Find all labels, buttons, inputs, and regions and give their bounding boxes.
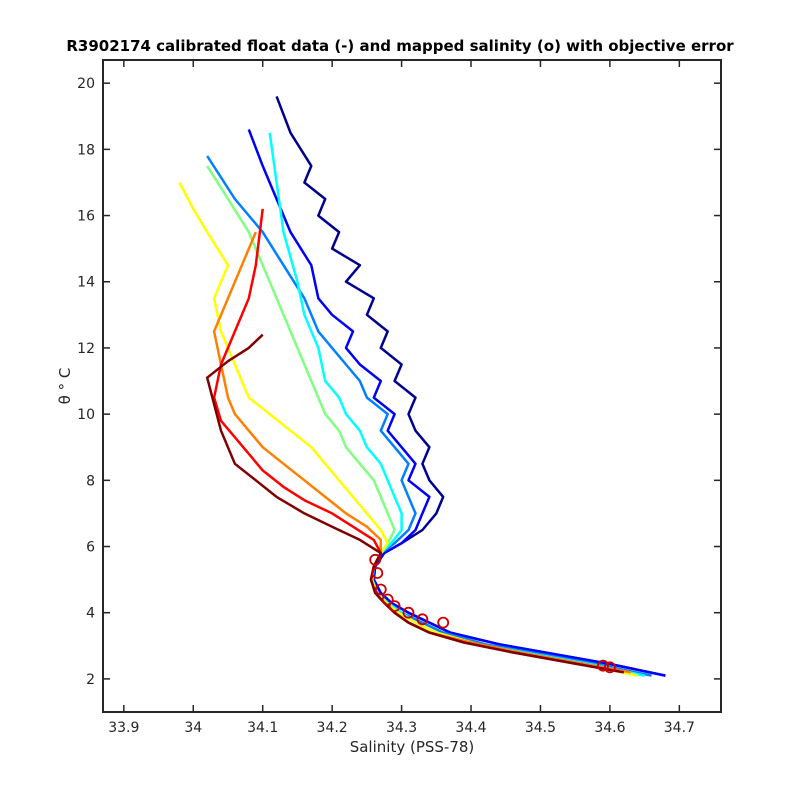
- x-tick-label: 34.3: [386, 720, 417, 736]
- chart-title: R3902174 calibrated float data (-) and m…: [66, 37, 734, 55]
- x-tick-label: 34.5: [525, 720, 556, 736]
- x-tick-label: 34.4: [455, 720, 486, 736]
- mapped-salinity-point: [388, 600, 401, 612]
- y-tick-label: 8: [86, 473, 95, 489]
- x-axis-label: Salinity (PSS-78): [350, 738, 475, 756]
- mapped-salinity-point: [597, 659, 609, 672]
- mapped-salinity-point: [369, 553, 382, 566]
- y-tick-label: 18: [77, 142, 95, 158]
- mapped-salinity-markers: [369, 553, 616, 674]
- y-tick-label: 16: [77, 209, 95, 225]
- y-tick-label: 10: [77, 407, 95, 423]
- x-tick-label: 34.6: [594, 720, 625, 736]
- y-tick-label: 20: [77, 76, 95, 92]
- mapped-salinity-point: [437, 616, 450, 629]
- mapped-salinity-point: [374, 583, 387, 596]
- x-tick-label: 34.2: [317, 720, 348, 736]
- profile-line-1: [247, 129, 666, 677]
- mapped-salinity-point: [371, 567, 384, 579]
- profile-lines: [178, 95, 666, 677]
- mapped-salinity-point: [381, 593, 394, 606]
- y-tick-label: 6: [86, 540, 95, 556]
- x-axis-ticks: 33.9 34 34.1 34.2 34.3 34.4 34.5 34.6 34.7: [108, 60, 695, 736]
- plot-frame: [102, 59, 722, 713]
- x-tick-label: 33.9: [108, 720, 139, 736]
- y-tick-label: 12: [77, 341, 95, 357]
- mapped-salinity-point: [416, 613, 429, 626]
- y-axis-ticks: 2 4 6 8 10 12 14 16 18 20: [77, 76, 721, 688]
- y-axis-label: θ ° C: [56, 368, 74, 405]
- profile-line-2: [206, 155, 652, 677]
- y-tick-label: 4: [86, 606, 95, 622]
- mapped-salinity-point: [402, 606, 415, 619]
- mapped-salinity-point: [604, 661, 616, 674]
- x-tick-label: 34: [184, 720, 202, 736]
- profile-line-8: [205, 333, 625, 674]
- x-tick-label: 34.1: [247, 720, 278, 736]
- y-tick-label: 14: [77, 275, 95, 291]
- x-tick-label: 34.7: [664, 720, 695, 736]
- y-tick-label: 2: [86, 672, 95, 688]
